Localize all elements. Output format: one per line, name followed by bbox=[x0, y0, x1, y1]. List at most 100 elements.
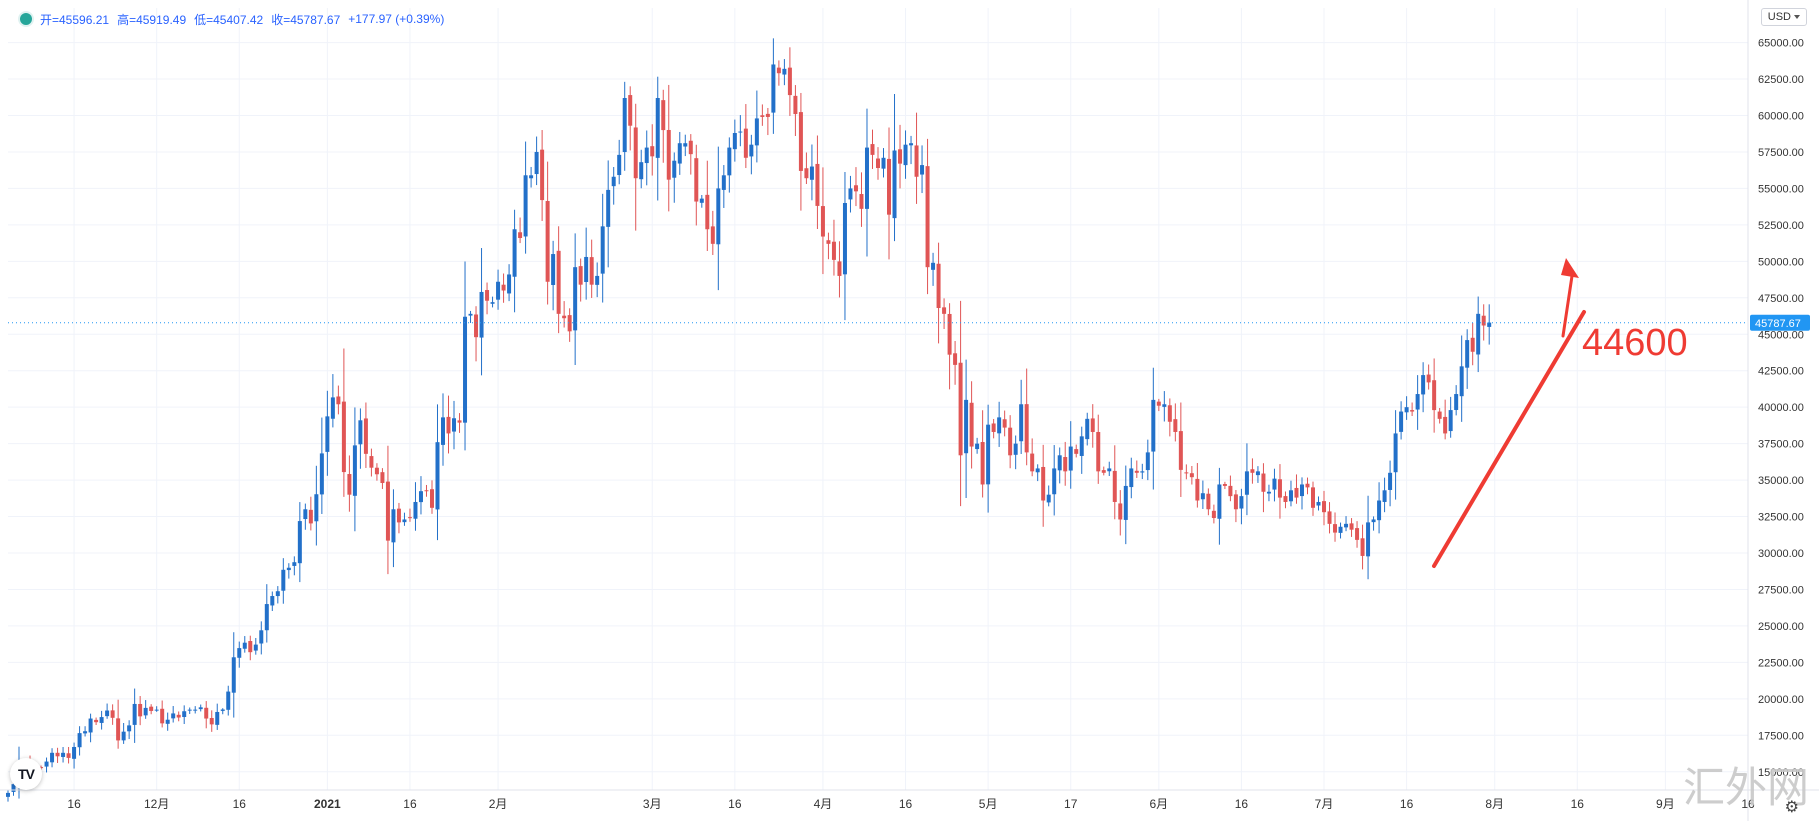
candle-body bbox=[1140, 471, 1145, 473]
candle-body bbox=[325, 416, 330, 452]
candle-body bbox=[628, 95, 633, 126]
candle-body bbox=[727, 147, 732, 176]
candle-body bbox=[622, 98, 627, 153]
candle-body bbox=[363, 418, 368, 454]
candle-body bbox=[925, 166, 930, 268]
candle-body bbox=[385, 481, 390, 541]
candle-body bbox=[1288, 490, 1293, 502]
candle-body bbox=[1085, 418, 1090, 440]
y-tick-label: 42500.00 bbox=[1758, 366, 1804, 378]
candle-body bbox=[953, 353, 958, 365]
candle-body bbox=[914, 145, 919, 177]
candle-body bbox=[1355, 528, 1360, 540]
candle-body bbox=[204, 707, 209, 719]
candle-body bbox=[1393, 433, 1398, 473]
candle-body bbox=[1211, 510, 1216, 519]
x-tick-label: 16 bbox=[728, 797, 742, 811]
candle-body bbox=[286, 567, 291, 571]
x-tick-label: 5月 bbox=[979, 797, 998, 811]
candle-body bbox=[809, 166, 814, 180]
legend-close: 收=45787.67 bbox=[271, 12, 341, 27]
candle-body bbox=[980, 442, 985, 485]
candle-body bbox=[507, 274, 512, 294]
candle-body bbox=[1349, 523, 1354, 530]
candle-body bbox=[815, 163, 820, 206]
x-tick-label: 17 bbox=[1064, 797, 1078, 811]
candle-body bbox=[1377, 500, 1382, 521]
candle-body bbox=[573, 267, 578, 331]
x-axis: 16 12月 16 2021 16 2月 3月 16 4月 16 5月 17 6月 16 7月 16 8月 16 9… bbox=[0, 789, 1819, 811]
currency-selector[interactable]: USD bbox=[1760, 8, 1807, 26]
gear-icon[interactable]: ⚙ bbox=[1784, 799, 1799, 816]
candle-body bbox=[969, 402, 974, 447]
candle-body bbox=[1481, 315, 1486, 326]
candle-body bbox=[6, 792, 10, 797]
candle-body bbox=[1178, 431, 1183, 470]
candle-body bbox=[688, 140, 693, 155]
candle-body bbox=[595, 275, 600, 285]
candle-body bbox=[909, 143, 914, 146]
candle-body bbox=[452, 418, 457, 432]
annotations: 44600 bbox=[1432, 258, 1688, 568]
candle-body bbox=[793, 95, 798, 115]
legend-low: 低=45407.42 bbox=[194, 12, 264, 27]
candle-body bbox=[215, 711, 220, 725]
x-tick-label: 2021 bbox=[314, 797, 341, 811]
candle-body bbox=[710, 226, 715, 244]
candle-body bbox=[176, 714, 181, 718]
x-tick-label: 16 bbox=[403, 797, 417, 811]
grid-lines bbox=[8, 8, 1749, 790]
candle-body bbox=[837, 261, 842, 276]
candle-body bbox=[1107, 468, 1112, 472]
candle-body bbox=[297, 521, 302, 564]
candle-body bbox=[655, 98, 660, 158]
candle-body bbox=[1371, 519, 1376, 523]
y-tick-label: 17500.00 bbox=[1758, 730, 1804, 742]
y-tick-label: 60000.00 bbox=[1758, 111, 1804, 123]
last-price-tag bbox=[1750, 314, 1810, 331]
candle-body bbox=[887, 158, 892, 215]
candle-body bbox=[677, 143, 682, 164]
candle-body bbox=[1063, 457, 1068, 472]
chevron-down-icon bbox=[1794, 15, 1800, 19]
candle-body bbox=[1156, 401, 1161, 406]
x-tick-label: 16 bbox=[1571, 797, 1585, 811]
candle-body bbox=[319, 453, 324, 495]
candle-body bbox=[1096, 431, 1101, 472]
tradingview-logo-icon[interactable]: TV bbox=[10, 758, 42, 790]
candle-body bbox=[501, 284, 506, 291]
candle-body bbox=[754, 118, 759, 146]
x-tick-label: 16 bbox=[233, 797, 247, 811]
candle-body bbox=[314, 494, 319, 522]
candle-body bbox=[903, 144, 908, 166]
candle-body bbox=[787, 67, 792, 96]
candle-body bbox=[1041, 466, 1046, 501]
candle-body bbox=[374, 467, 379, 475]
candle-body bbox=[1432, 380, 1437, 411]
y-tick-label: 30000.00 bbox=[1758, 548, 1804, 560]
legend-open: 开=45596.21 bbox=[40, 12, 110, 27]
candle-body bbox=[116, 718, 121, 741]
candle-body bbox=[782, 68, 787, 75]
y-tick-label: 37500.00 bbox=[1758, 439, 1804, 451]
candle-body bbox=[771, 64, 776, 113]
candle-body bbox=[820, 206, 825, 237]
candle-body bbox=[1206, 493, 1211, 510]
candle-body bbox=[545, 201, 550, 282]
candle-body bbox=[50, 752, 55, 763]
candle-body bbox=[187, 709, 192, 711]
candle-body bbox=[1002, 419, 1007, 428]
candle-body bbox=[1134, 470, 1139, 473]
candle-body bbox=[110, 710, 115, 718]
candle-body bbox=[1217, 484, 1222, 519]
candle-body bbox=[666, 129, 671, 180]
candle-body bbox=[77, 733, 82, 748]
candle-body bbox=[716, 188, 721, 245]
candle-body bbox=[1316, 501, 1321, 506]
candle-body bbox=[931, 262, 936, 270]
candle-body bbox=[556, 250, 561, 314]
candle-body bbox=[253, 644, 258, 651]
candle-body bbox=[947, 313, 952, 355]
candle-body bbox=[639, 162, 644, 180]
